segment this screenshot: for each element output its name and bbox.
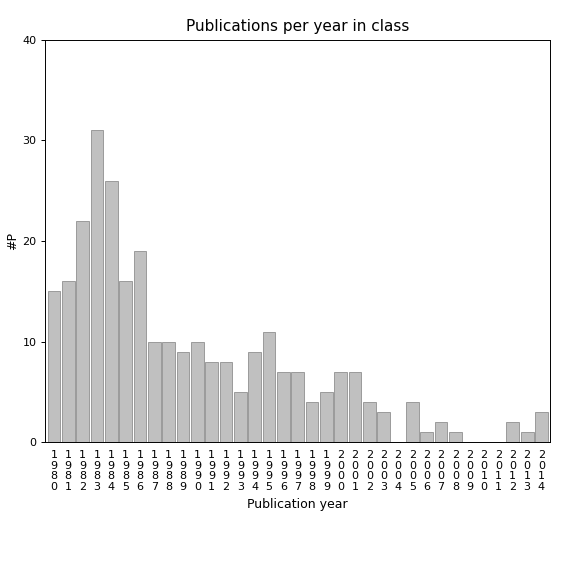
Bar bbox=[105, 180, 118, 442]
Bar bbox=[219, 362, 232, 442]
Bar bbox=[506, 422, 519, 442]
Bar bbox=[535, 412, 548, 442]
Bar bbox=[434, 422, 447, 442]
Bar bbox=[76, 221, 89, 442]
X-axis label: Publication year: Publication year bbox=[247, 498, 348, 511]
Bar bbox=[205, 362, 218, 442]
Bar bbox=[62, 281, 75, 442]
Bar bbox=[176, 352, 189, 442]
Bar bbox=[377, 412, 390, 442]
Bar bbox=[363, 402, 376, 442]
Bar bbox=[133, 251, 146, 442]
Bar bbox=[119, 281, 132, 442]
Bar bbox=[521, 432, 534, 442]
Bar bbox=[277, 372, 290, 442]
Bar bbox=[306, 402, 319, 442]
Bar bbox=[91, 130, 103, 442]
Bar bbox=[263, 332, 276, 442]
Bar bbox=[349, 372, 362, 442]
Bar bbox=[148, 341, 161, 442]
Bar bbox=[320, 392, 333, 442]
Bar bbox=[291, 372, 304, 442]
Bar bbox=[191, 341, 204, 442]
Bar bbox=[420, 432, 433, 442]
Bar bbox=[48, 291, 61, 442]
Bar bbox=[406, 402, 419, 442]
Title: Publications per year in class: Publications per year in class bbox=[186, 19, 409, 35]
Bar bbox=[449, 432, 462, 442]
Bar bbox=[234, 392, 247, 442]
Bar bbox=[248, 352, 261, 442]
Y-axis label: #P: #P bbox=[6, 232, 19, 250]
Bar bbox=[162, 341, 175, 442]
Bar bbox=[334, 372, 347, 442]
